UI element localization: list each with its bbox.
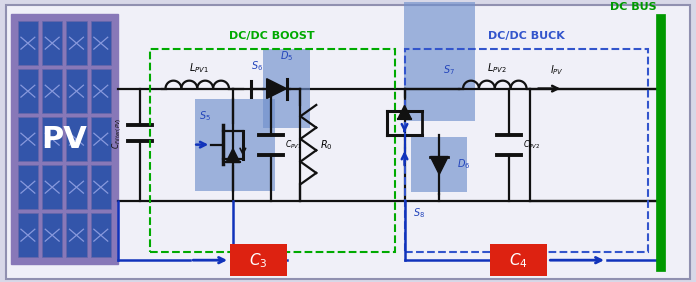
Bar <box>66 69 86 113</box>
Text: $L_{PV2}$: $L_{PV2}$ <box>487 61 507 75</box>
Bar <box>196 98 275 191</box>
Bar <box>17 69 38 113</box>
Text: $S_6$: $S_6$ <box>251 59 263 73</box>
Text: $C_3$: $C_3$ <box>249 251 268 270</box>
Bar <box>150 49 395 252</box>
Bar <box>404 0 475 121</box>
Text: $S_8$: $S_8$ <box>413 206 425 220</box>
Text: $D_6$: $D_6$ <box>457 158 470 171</box>
Bar <box>66 117 86 161</box>
Bar <box>17 165 38 209</box>
Bar <box>90 165 111 209</box>
Bar <box>10 14 118 264</box>
Polygon shape <box>226 149 240 162</box>
Bar <box>230 244 287 276</box>
Bar <box>90 117 111 161</box>
Bar <box>17 117 38 161</box>
Bar <box>411 137 467 192</box>
Bar <box>17 21 38 65</box>
Bar <box>42 213 63 257</box>
Bar <box>17 213 38 257</box>
Bar <box>66 21 86 65</box>
Bar <box>90 213 111 257</box>
Text: DC BUS: DC BUS <box>610 2 656 12</box>
Bar <box>90 21 111 65</box>
Text: DC/DC BUCK: DC/DC BUCK <box>488 31 564 41</box>
Text: DC/DC BOOST: DC/DC BOOST <box>229 31 315 41</box>
Bar <box>66 213 86 257</box>
Text: $I_{PV}$: $I_{PV}$ <box>551 63 564 77</box>
Bar <box>66 165 86 209</box>
Text: $S_5$: $S_5$ <box>199 109 211 123</box>
Text: $D_5$: $D_5$ <box>280 49 293 63</box>
Bar <box>42 165 63 209</box>
Text: $S_7$: $S_7$ <box>443 63 455 77</box>
Text: $C_4$: $C_4$ <box>509 251 528 270</box>
Bar <box>42 69 63 113</box>
Text: $R_0$: $R_0$ <box>320 138 333 151</box>
Text: $C_{PV2}$: $C_{PV2}$ <box>523 138 539 151</box>
Bar <box>42 117 63 161</box>
Text: $C_{PV1}$: $C_{PV1}$ <box>285 138 301 151</box>
Bar <box>490 244 547 276</box>
Polygon shape <box>267 79 287 98</box>
Bar <box>262 49 310 128</box>
Bar <box>404 49 647 252</box>
Text: PV: PV <box>41 125 87 154</box>
Bar <box>42 21 63 65</box>
Text: $C_{Filter(PV)}$: $C_{Filter(PV)}$ <box>110 118 124 149</box>
Polygon shape <box>397 105 411 119</box>
Bar <box>90 69 111 113</box>
Polygon shape <box>430 157 448 174</box>
Text: $L_{PV1}$: $L_{PV1}$ <box>189 61 209 75</box>
